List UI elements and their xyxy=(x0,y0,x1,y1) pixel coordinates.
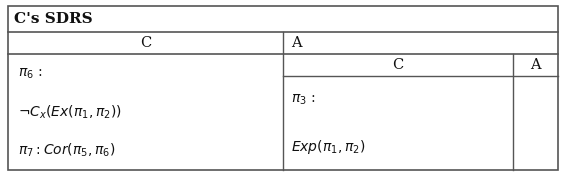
Text: A: A xyxy=(530,58,541,72)
Text: $\pi_6$ :: $\pi_6$ : xyxy=(18,66,42,81)
Text: $\neg C_x(Ex(\pi_1,\pi_2))$: $\neg C_x(Ex(\pi_1,\pi_2))$ xyxy=(18,103,122,121)
Text: $\pi_7 : Cor(\pi_5,\pi_6)$: $\pi_7 : Cor(\pi_5,\pi_6)$ xyxy=(18,142,115,159)
Text: $\pi_3$ :: $\pi_3$ : xyxy=(291,92,316,107)
Text: C: C xyxy=(140,36,151,50)
Text: C's SDRS: C's SDRS xyxy=(14,12,93,26)
Text: A: A xyxy=(291,36,302,50)
Text: C: C xyxy=(392,58,404,72)
Text: $Exp(\pi_1,\pi_2)$: $Exp(\pi_1,\pi_2)$ xyxy=(291,137,366,156)
